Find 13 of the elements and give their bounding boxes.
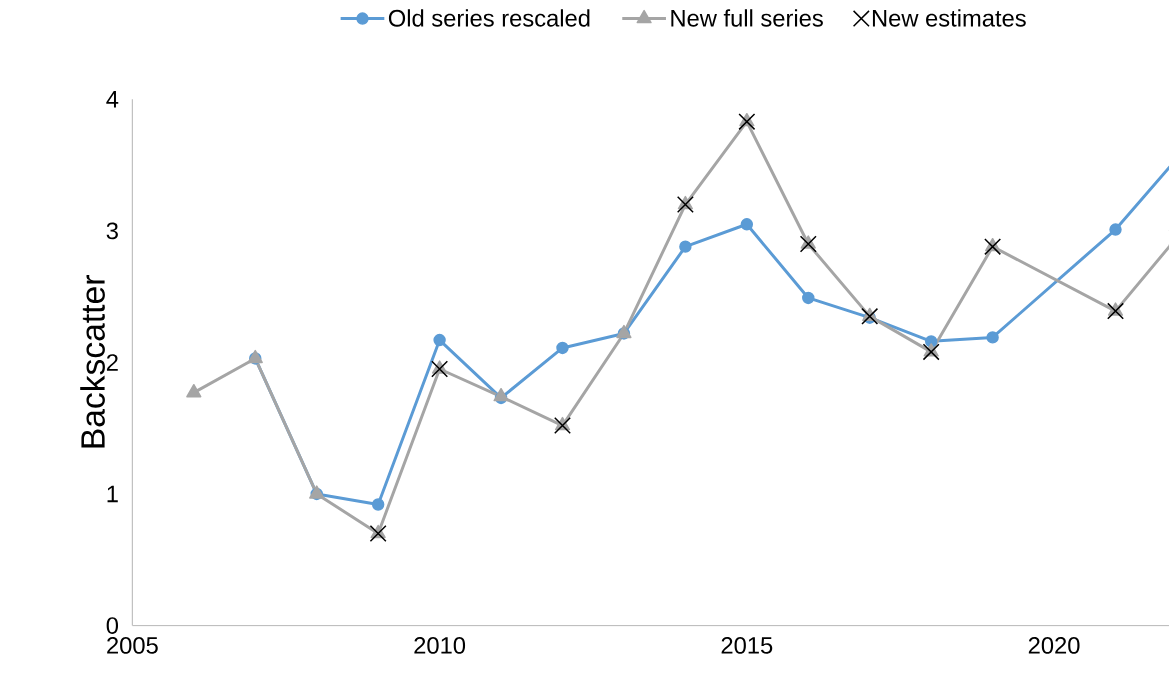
y-tick-label: 0 — [106, 617, 119, 634]
legend-label: New estimates — [872, 9, 1026, 27]
y-tick-label: 1 — [107, 485, 118, 503]
x-tick-label: 2005 — [107, 636, 158, 654]
y-tick-label: 3 — [106, 222, 118, 240]
legend-label: Old series rescaled — [388, 9, 590, 27]
y-tick-label: 2 — [106, 354, 118, 371]
legend-label: New full series — [671, 9, 823, 27]
y-axis-title: Backscatter — [80, 275, 105, 448]
y-tick-label: 4 — [106, 91, 119, 108]
x-tick-label: 2015 — [721, 636, 773, 654]
x-tick-label: 2020 — [1028, 636, 1080, 654]
x-tick-label: 2010 — [414, 636, 466, 654]
